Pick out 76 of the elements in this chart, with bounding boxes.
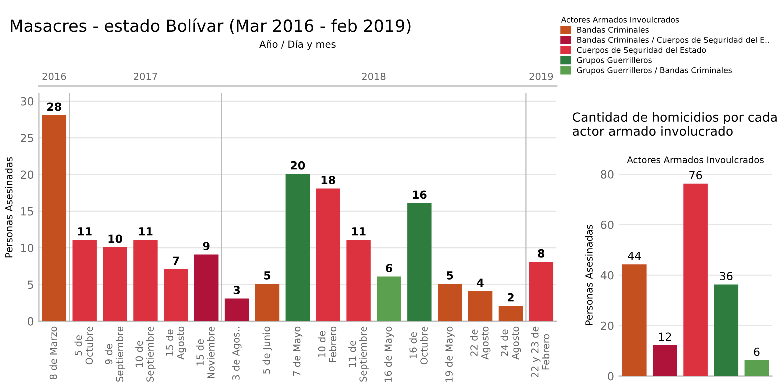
chart-title: Cantidad de homicidios por cada actor armado involucrado (573, 112, 777, 136)
data-label: 10 (108, 234, 122, 244)
text: Año / Día y mes (260, 40, 336, 50)
chart-title: 2019 (530, 72, 554, 80)
data-label: 3 (234, 286, 240, 295)
bar (194, 254, 219, 322)
bar (224, 298, 250, 322)
bar (164, 269, 188, 322)
x-tick-label: 24 de Agosto (500, 326, 522, 360)
y-tick-label: 0 (608, 372, 614, 381)
data-label: 8 (538, 249, 545, 258)
data-label: 18 (322, 176, 336, 184)
bar (468, 291, 493, 322)
x-tick-label: 5 de Junio (262, 326, 272, 374)
data-label: 16 (413, 190, 427, 200)
x-tick-label: 3 de Agos.. (232, 327, 242, 380)
x-tick-label: 8 de Marzo (50, 326, 58, 380)
bar (346, 240, 371, 322)
data-label: 44 (628, 252, 642, 260)
data-label: 5 (447, 272, 454, 280)
y-tick-label: 20 (21, 170, 34, 180)
y-tick-label: 80 (601, 170, 614, 179)
y-tick-label: 0 (28, 317, 34, 326)
y-tick-label: 10 (21, 244, 34, 252)
x-tick-label: 22 y 23 de Febrero (531, 326, 550, 378)
y-tick-label: 5 (28, 280, 34, 290)
data-label: 9 (203, 242, 210, 250)
bar (134, 240, 158, 322)
x-tick-label: 7 de Mayo (293, 326, 303, 376)
y-tick-label: 15 (21, 208, 34, 216)
bar (316, 188, 340, 322)
y-axis-title: Personas Asesinadas (5, 157, 13, 258)
y-tick-label: 30 (21, 97, 34, 106)
x-tick-label: 16 de Octubre (410, 326, 428, 365)
bar (103, 247, 128, 322)
x-tick-label: 15 de Agosto (166, 326, 186, 360)
x-tick-label: 15 de Noviembre (196, 326, 215, 378)
data-label: 2 (508, 293, 514, 302)
data-label: 76 (690, 171, 702, 180)
x-tick-label: 9 de Septiembre (105, 326, 126, 382)
y-axis-title: Personas Asesinadas (585, 225, 593, 326)
data-label: 28 (48, 102, 62, 112)
chart-subtitle: Actores Armados Invoulcrados (627, 156, 764, 164)
data-label: 7 (173, 256, 180, 266)
x-tick-label: 11 de Septiembre (348, 326, 369, 382)
data-label: 36 (720, 272, 733, 281)
x-tick-label: 16 de Mayo (384, 326, 394, 382)
chart-title: 2018 (362, 72, 386, 80)
data-label: 11 (352, 228, 366, 236)
bar (498, 306, 524, 322)
x-tick-label: 5 de Octubre (74, 326, 94, 365)
data-label: 4 (477, 278, 484, 288)
x-tick-label: 10 de Septiembre (136, 326, 156, 382)
bar (286, 174, 310, 322)
data-label: 6 (754, 348, 760, 356)
data-label: 6 (386, 264, 392, 273)
data-label: 11 (139, 228, 153, 236)
bar (72, 240, 97, 322)
data-label: 11 (78, 228, 92, 236)
y-tick-label: 40 (600, 271, 614, 280)
text: Masacres - estado Bolívar (Mar 2016 - feb 2019) (11, 18, 411, 34)
bar (255, 284, 280, 322)
bar (377, 276, 402, 322)
x-tick-label: 10 de Febrero (318, 326, 337, 362)
y-tick-label: 25 (21, 134, 34, 142)
y-tick-label: 20 (601, 322, 614, 330)
chart-title: 2017 (134, 72, 158, 80)
x-tick-label: 22 de Agosto (470, 326, 491, 360)
y-tick-label: 60 (601, 220, 614, 230)
data-label: 20 (291, 161, 306, 170)
bar (408, 203, 432, 322)
data-label: 12 (659, 332, 672, 341)
data-label: 5 (264, 272, 271, 280)
x-tick-label: 19 de Mayo (445, 326, 455, 382)
bar (438, 284, 462, 322)
chart-title: 2016 (42, 72, 66, 80)
